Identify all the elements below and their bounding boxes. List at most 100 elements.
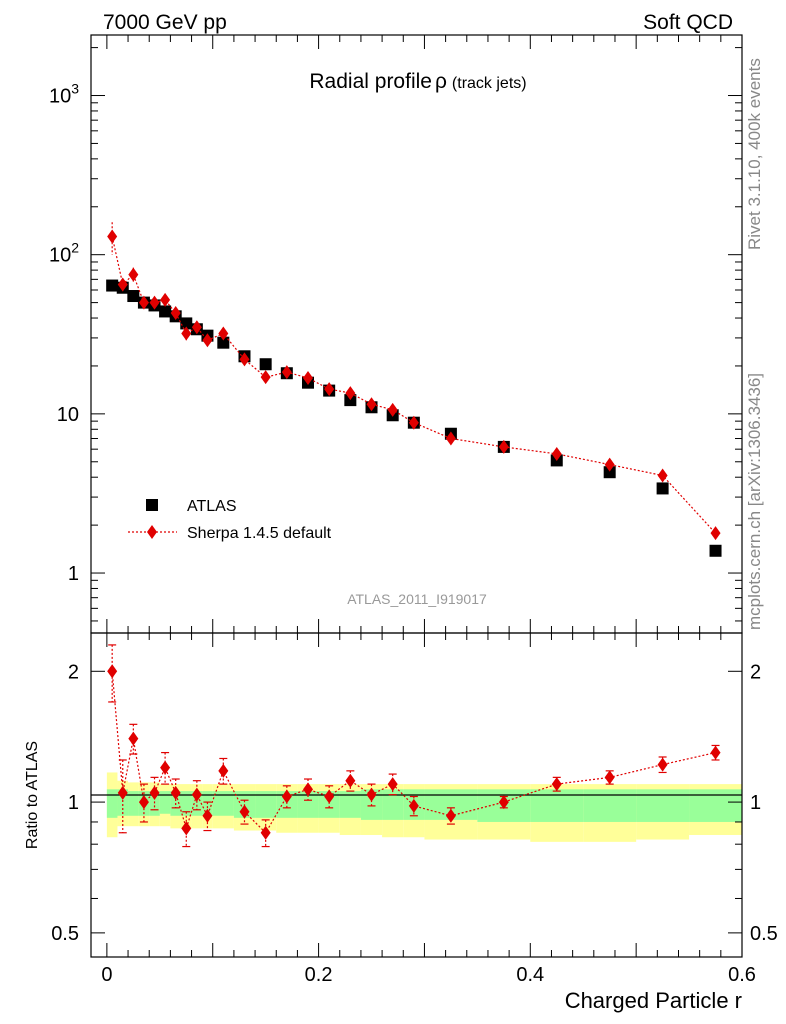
rivet-version-label: Rivet 3.1.10, 400k events xyxy=(745,58,764,250)
ratio-sherpa-data-point xyxy=(170,785,181,800)
sherpa-data-point xyxy=(366,397,377,412)
sherpa-data-point xyxy=(202,333,213,348)
mcplots-label: mcplots.cern.ch [arXiv:1306.3436] xyxy=(745,373,764,630)
sherpa-data-point xyxy=(303,370,313,385)
ratio-y-tick-label-right: 0.5 xyxy=(750,923,778,945)
legend-sherpa-marker xyxy=(147,525,157,539)
atlas-data-point xyxy=(217,336,230,349)
ratio-sherpa-data-point xyxy=(303,782,313,797)
stat-uncertainty-band xyxy=(191,791,203,816)
stat-uncertainty-band xyxy=(212,791,234,816)
stat-uncertainty-band xyxy=(149,791,160,816)
atlas-data-point xyxy=(603,466,616,479)
stat-uncertainty-band xyxy=(636,789,690,822)
sherpa-data-point xyxy=(345,386,356,401)
ratio-sherpa-data-point xyxy=(445,808,456,823)
reference-label: ATLAS_2011_I919017 xyxy=(347,591,487,607)
sherpa-data-point xyxy=(149,295,160,310)
ratio-sherpa-data-point xyxy=(604,770,615,785)
atlas-data-point xyxy=(106,279,119,292)
sherpa-data-point xyxy=(281,365,292,380)
sherpa-data-point xyxy=(657,468,668,483)
sherpa-data-point xyxy=(107,229,118,244)
stat-uncertainty-band xyxy=(276,791,298,818)
stat-uncertainty-band xyxy=(382,789,404,820)
ratio-sherpa-data-point xyxy=(498,795,509,810)
sherpa-data-point xyxy=(138,295,149,310)
header-energy-label: 7000 GeV pp xyxy=(103,11,227,34)
legend: ATLAS Sherpa 1.4.5 default xyxy=(128,498,332,542)
atlas-data-point xyxy=(709,544,722,557)
sherpa-data-point xyxy=(260,370,271,385)
ratio-y-tick-label-right: 1 xyxy=(750,792,761,814)
main-title-text: Radial profile xyxy=(309,70,432,93)
x-axis-label: Charged Particle r xyxy=(565,988,742,1013)
sherpa-data-point xyxy=(117,277,128,292)
ratio-sherpa-data-point xyxy=(324,789,335,804)
main-y-tick-label-base: 10 xyxy=(49,245,71,267)
main-y-tick-label: 10 xyxy=(57,404,79,426)
ratio-panel-bands xyxy=(106,772,742,842)
ratio-y-tick-label: 0.5 xyxy=(51,923,79,945)
ratio-x-tick-label: 0.6 xyxy=(728,964,756,986)
stat-uncertainty-band xyxy=(128,791,139,816)
sherpa-data-point xyxy=(408,415,419,430)
stat-uncertainty-band xyxy=(180,791,192,816)
ratio-y-tick-label-right: 2 xyxy=(750,661,761,683)
ratio-sherpa-data-point xyxy=(149,785,160,800)
stat-uncertainty-band xyxy=(297,791,319,818)
main-y-tick-label-base: 10 xyxy=(49,86,71,108)
main-y-tick-label-exp: 3 xyxy=(71,81,79,97)
ratio-sherpa-data-point xyxy=(345,773,356,788)
ratio-sherpa-data-point xyxy=(408,798,419,813)
ratio-x-tick-label: 0.2 xyxy=(305,964,333,986)
sherpa-data-point xyxy=(239,352,250,367)
legend-sherpa-label: Sherpa 1.4.5 default xyxy=(187,525,332,542)
stat-uncertainty-band xyxy=(255,791,277,818)
ratio-sherpa-data-point xyxy=(218,763,229,778)
ratio-sherpa-data-point xyxy=(387,777,398,792)
stat-uncertainty-band xyxy=(159,791,171,814)
main-panel-series xyxy=(106,222,722,557)
main-y-tick-label-exp: 2 xyxy=(71,240,79,256)
sherpa-data-point xyxy=(170,306,181,321)
ratio-sherpa-data-point xyxy=(710,745,721,760)
sherpa-line xyxy=(111,236,716,534)
ratio-panel-frame xyxy=(90,632,743,958)
ratio-y-tick-label: 2 xyxy=(68,661,79,683)
sherpa-data-point xyxy=(551,446,562,461)
ratio-panel-ticks: 2 2 1 1 0.5 0.5 0 0.2 0.4 0.6 xyxy=(51,633,778,986)
atlas-data-point xyxy=(159,305,172,318)
stat-uncertainty-band xyxy=(530,789,584,822)
main-y-tick-label: 1 xyxy=(68,563,79,585)
main-y-tick-label: 103 xyxy=(49,81,79,108)
ratio-sherpa-data-point xyxy=(551,777,562,792)
main-y-tick-label: 102 xyxy=(49,240,79,267)
stat-uncertainty-band xyxy=(318,791,340,818)
atlas-data-point xyxy=(259,358,272,371)
ratio-sherpa-data-point xyxy=(160,760,171,775)
sherpa-data-point xyxy=(191,320,202,335)
ratio-sherpa-data-point xyxy=(657,757,668,772)
main-title: Radial profile ρ (track jets) xyxy=(309,70,526,93)
ratio-panel-series xyxy=(107,644,721,848)
sherpa-data-point xyxy=(710,526,721,541)
main-title-symbol: ρ xyxy=(435,70,447,93)
ratio-y-tick-label: 1 xyxy=(68,792,79,814)
ratio-sherpa-data-point xyxy=(239,804,250,819)
ratio-sherpa-data-point xyxy=(181,821,192,836)
ratio-sherpa-data-point xyxy=(281,789,292,804)
ratio-sherpa-data-point xyxy=(366,787,377,802)
sherpa-data-point xyxy=(324,382,335,397)
ratio-sherpa-data-point xyxy=(202,808,213,823)
main-title-suffix: (track jets) xyxy=(452,75,527,92)
ratio-x-tick-label: 0.4 xyxy=(516,964,544,986)
sherpa-data-point xyxy=(181,326,192,341)
stat-uncertainty-band xyxy=(689,789,742,822)
atlas-data-point xyxy=(180,317,193,330)
ratio-sherpa-data-point xyxy=(138,795,149,810)
ratio-x-tick-label: 0 xyxy=(101,964,112,986)
ratio-sherpa-data-point xyxy=(191,787,202,802)
